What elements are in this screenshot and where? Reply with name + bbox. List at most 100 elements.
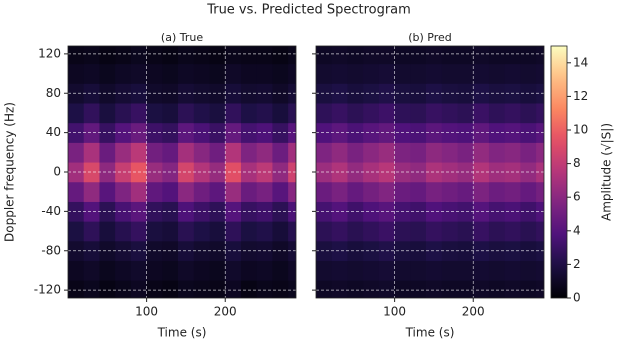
- heatmap-cell: [115, 181, 132, 202]
- heatmap-cell: [83, 280, 100, 298]
- heatmap-cell: [331, 103, 348, 124]
- heatmap-cell: [209, 240, 226, 261]
- heatmap-cell: [68, 260, 85, 281]
- heatmap-cell: [331, 181, 348, 202]
- heatmap-cell: [178, 280, 195, 298]
- heatmap-cell: [178, 103, 195, 124]
- y-axis-label: Doppler frequency (Hz): [3, 102, 17, 242]
- heatmap-cell: [146, 221, 163, 242]
- heatmap-cell: [162, 63, 179, 84]
- heatmap-cell: [240, 221, 258, 242]
- heatmap-cell: [363, 63, 380, 84]
- heatmap-cell: [162, 181, 179, 202]
- heatmap-cell: [193, 181, 210, 202]
- heatmap-cell: [225, 280, 242, 298]
- heatmap-cell: [488, 260, 506, 281]
- heatmap-cell: [99, 46, 116, 65]
- heatmap-cell: [272, 142, 289, 163]
- heatmap-cell: [378, 63, 396, 84]
- heatmap-cell: [488, 63, 506, 84]
- heatmap-cell: [536, 162, 544, 183]
- heatmap-cell: [115, 103, 132, 124]
- heatmap-cell: [473, 103, 490, 124]
- heatmap-cell: [146, 103, 163, 124]
- heatmap-cell: [426, 280, 443, 298]
- heatmap-cell: [99, 162, 116, 183]
- heatmap-cell: [68, 46, 85, 65]
- heatmap-cell: [378, 280, 396, 298]
- heatmap-cell: [256, 260, 273, 281]
- heatmap-cell: [504, 260, 521, 281]
- heatmap-cell: [316, 122, 333, 143]
- heatmap-cell: [410, 63, 427, 84]
- heatmap-cell: [99, 83, 116, 104]
- heatmap-cell: [504, 221, 521, 242]
- heatmap-cell: [209, 83, 226, 104]
- heatmap-cell: [363, 46, 380, 65]
- heatmap-cell: [99, 240, 116, 261]
- heatmap-cell: [178, 221, 195, 242]
- heatmap-cell: [162, 46, 179, 65]
- heatmap-cell: [130, 142, 148, 163]
- heatmap-cell: [240, 46, 258, 65]
- heatmap-cell: [240, 280, 258, 298]
- x-axis-label: Time (s): [157, 326, 207, 340]
- heatmap-cell: [83, 240, 100, 261]
- heatmap-cell: [209, 122, 226, 143]
- heatmap-cell: [240, 103, 258, 124]
- heatmap-cell: [115, 142, 132, 163]
- heatmap-cell: [68, 240, 85, 261]
- heatmap-cell: [457, 221, 474, 242]
- colorbar-tick-label: 14: [573, 55, 588, 69]
- heatmap-cell: [426, 122, 443, 143]
- heatmap-cell: [347, 260, 364, 281]
- heatmap-cell: [520, 142, 537, 163]
- heatmap-cell: [410, 221, 427, 242]
- heatmap-cell: [99, 201, 116, 222]
- heatmap-cell: [225, 221, 242, 242]
- heatmap-cell: [83, 260, 100, 281]
- heatmap-cell: [272, 280, 289, 298]
- colorbar-tick-label: 2: [573, 257, 581, 271]
- heatmap-cell: [316, 260, 333, 281]
- heatmap-cell: [316, 162, 333, 183]
- heatmap-cell: [288, 83, 296, 104]
- heatmap-cell: [316, 103, 333, 124]
- heatmap-cell: [130, 103, 148, 124]
- axes-frame: [67, 45, 297, 299]
- heatmap-cell: [504, 103, 521, 124]
- heatmap-cell: [288, 201, 296, 222]
- heatmap-cell: [457, 63, 474, 84]
- heatmap-cell: [288, 181, 296, 202]
- heatmap-cell: [316, 142, 333, 163]
- heatmap-cell: [256, 63, 273, 84]
- heatmap-cell: [288, 46, 296, 65]
- heatmap-cell: [331, 162, 348, 183]
- heatmap-cell: [331, 122, 348, 143]
- heatmap-cell: [130, 46, 148, 65]
- heatmap-cell: [130, 63, 148, 84]
- heatmap-cell: [316, 181, 333, 202]
- heatmap-cell: [504, 46, 521, 65]
- heatmap-cell: [288, 280, 296, 298]
- heatmap-cell: [504, 181, 521, 202]
- heatmap-cell: [488, 103, 506, 124]
- heatmap-cell: [473, 63, 490, 84]
- heatmap-cell: [99, 63, 116, 84]
- heatmap-cell: [410, 103, 427, 124]
- heatmap-cell: [288, 103, 296, 124]
- heatmap-cell: [193, 46, 210, 65]
- heatmap-cell: [272, 46, 289, 65]
- heatmap-cell: [441, 181, 458, 202]
- heatmap-cell: [225, 63, 242, 84]
- heatmap-cell: [536, 46, 544, 65]
- heatmap-cell: [193, 221, 210, 242]
- heatmap-cell: [394, 280, 411, 298]
- heatmap-cell: [363, 181, 380, 202]
- heatmap-cell: [209, 280, 226, 298]
- heatmap-cell: [178, 122, 195, 143]
- heatmap-cell: [520, 221, 537, 242]
- heatmap-cell: [193, 142, 210, 163]
- heatmap-cell: [68, 142, 85, 163]
- heatmap-cell: [178, 201, 195, 222]
